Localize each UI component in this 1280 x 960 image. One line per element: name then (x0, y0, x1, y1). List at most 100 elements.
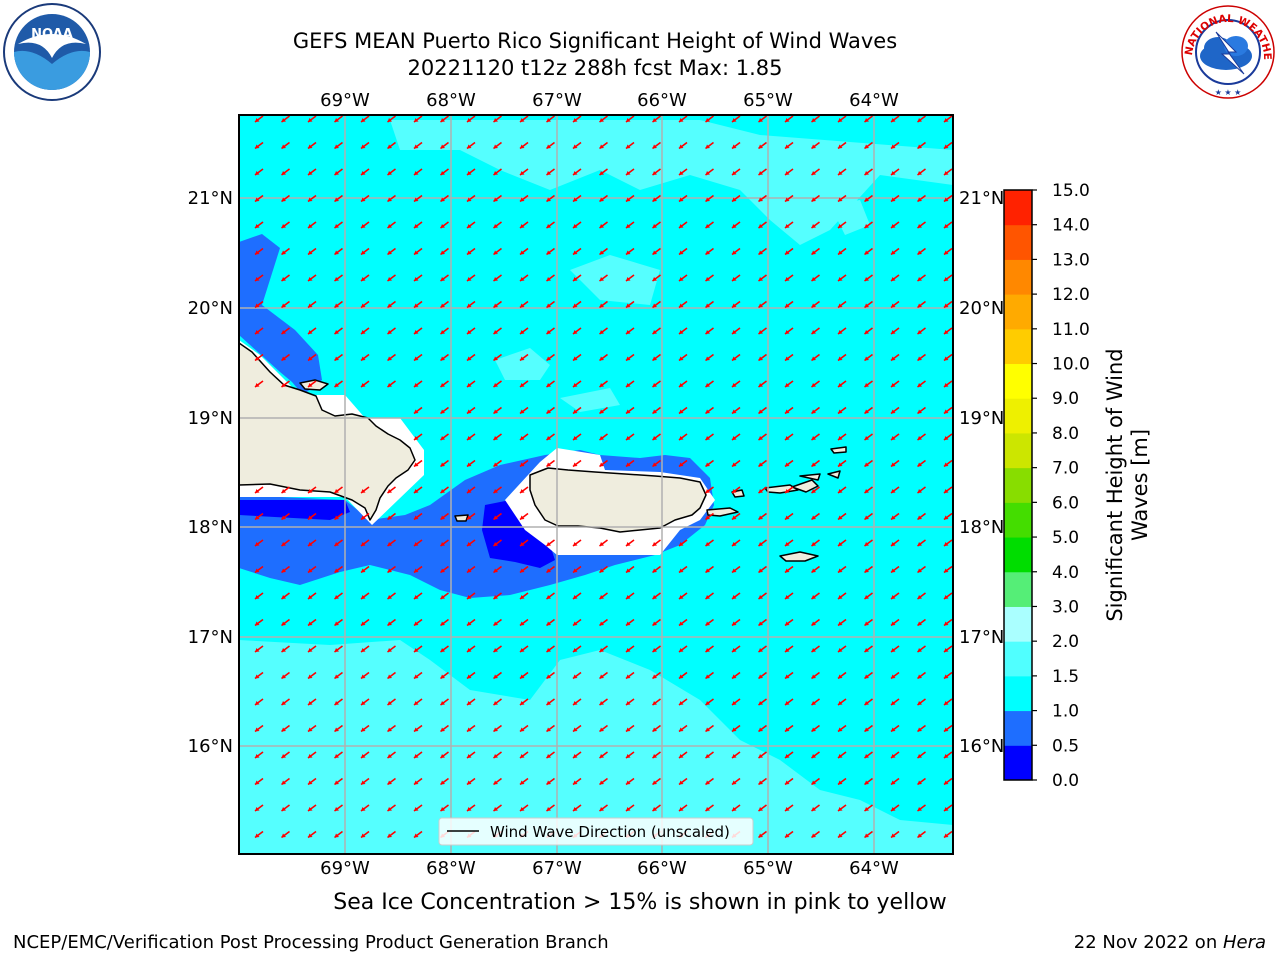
wave-direction-arrowhead (891, 674, 896, 679)
lon-labels-bottom: 69°W 68°W 67°W 66°W 65°W 64°W (320, 858, 899, 879)
wave-direction-arrowhead (944, 144, 949, 149)
wave-direction-arrowhead (440, 595, 445, 599)
wave-direction-arrowhead (414, 754, 419, 758)
wave-direction-arrowhead (811, 303, 816, 308)
wave-direction-arrowhead (864, 171, 869, 175)
wave-direction-arrowhead (440, 383, 445, 387)
colorbar-swatch (1004, 328, 1032, 365)
wave-direction-arrowhead (493, 197, 498, 202)
wave-direction-arrowhead (838, 250, 843, 255)
wave-direction-arrowhead (467, 807, 472, 811)
wave-direction-arrowhead (758, 674, 763, 679)
wave-direction-arrowhead (891, 701, 896, 705)
wave-direction-arrowhead (308, 621, 313, 626)
wave-direction-arrowhead (599, 330, 604, 334)
graticule (239, 115, 953, 854)
wave-direction-arrowhead (811, 436, 816, 440)
wave-direction-arrowhead (414, 330, 419, 334)
footer-host: Hera (1222, 932, 1266, 953)
wave-direction-arrowhead (758, 754, 763, 758)
wave-direction-arrowhead (334, 383, 339, 387)
lon-labels-top: 69°W 68°W 67°W 66°W 65°W 64°W (320, 90, 899, 111)
wave-direction-arrowhead (758, 409, 763, 414)
colorbar-swatch (1004, 224, 1032, 260)
wave-direction-arrowhead (361, 621, 366, 626)
wave-direction-arrowhead (917, 542, 922, 546)
wave-direction-arrowhead (599, 171, 604, 175)
wave-direction-arrowhead (652, 780, 657, 785)
wave-direction-arrowhead (811, 648, 816, 652)
wave-direction-arrowhead (308, 674, 313, 679)
wave-direction-arrowhead (626, 701, 631, 705)
wave-direction-arrowhead (599, 277, 604, 281)
wave-direction-arrowhead (917, 383, 922, 387)
wave-direction-arrowhead (944, 171, 949, 175)
wave-direction-arrowhead (573, 409, 578, 414)
wave-direction-arrowhead (838, 330, 843, 334)
wave-direction-arrowhead (573, 436, 578, 440)
wave-direction-arrowhead (811, 171, 816, 175)
wave-direction-arrowhead (255, 330, 260, 334)
wave-direction-arrowhead (785, 144, 790, 149)
wave-direction-arrowhead (440, 701, 445, 705)
wave-band-1.5-2.0 (239, 120, 953, 854)
wave-direction-arrowhead (705, 780, 710, 785)
colorbar-swatch (1004, 398, 1032, 434)
wave-direction-arrowhead (732, 674, 737, 679)
wave-direction-arrowhead (255, 224, 260, 228)
wave-direction-arrowhead (414, 118, 419, 122)
wave-direction-arrowhead (546, 807, 551, 811)
wave-direction-arrowhead (758, 383, 763, 387)
wave-direction-arrowhead (838, 595, 843, 599)
wave-direction-arrowhead (891, 648, 896, 652)
wave-direction-arrowhead (493, 303, 498, 308)
wave-direction-arrowhead (493, 807, 498, 811)
wave-direction-arrowhead (308, 330, 313, 334)
wave-direction-arrowhead (281, 383, 286, 387)
wave-direction-arrowhead (281, 356, 286, 361)
wave-direction-arrowhead (255, 833, 260, 838)
wave-direction-arrowhead (308, 489, 313, 493)
wave-direction-arrowhead (546, 277, 551, 281)
wave-direction-arrowhead (679, 780, 684, 785)
wave-direction-arrowhead (864, 303, 869, 308)
wave-direction-arrowhead (811, 118, 816, 122)
wave-direction-arrowhead (705, 144, 710, 149)
wave-direction-arrowhead (573, 621, 578, 626)
wave-direction-arrowhead (546, 568, 551, 573)
wave-direction-arrowhead (308, 780, 313, 785)
wave-direction-arrowhead (679, 250, 684, 255)
wave-direction-arrowhead (546, 674, 551, 679)
wave-direction-arrowhead (891, 489, 896, 493)
map-frame (238, 114, 954, 855)
wave-direction-arrowhead (917, 701, 922, 705)
wave-direction-arrowhead (705, 754, 710, 758)
wave-direction-arrowhead (758, 727, 763, 732)
wave-direction-arrowhead (440, 250, 445, 255)
wave-direction-arrowhead (414, 303, 419, 308)
wave-direction-arrowhead (838, 409, 843, 414)
wave-direction-arrowhead (732, 462, 737, 467)
wave-direction-arrowhead (493, 383, 498, 387)
wave-direction-arrowhead (944, 727, 949, 732)
wave-direction-arrowhead (732, 356, 737, 361)
wave-direction-arrowhead (864, 409, 869, 414)
wave-direction-arrowhead (546, 542, 551, 546)
wave-direction-arrowhead (811, 330, 816, 334)
wave-direction-arrowhead (864, 807, 869, 811)
wave-direction-arrowhead (652, 224, 657, 228)
wave-direction-arrowhead (679, 807, 684, 811)
colorbar-tick-label: 9.0 (1052, 389, 1079, 409)
wave-direction-arrowhead (493, 621, 498, 626)
wave-direction-arrowhead (944, 383, 949, 387)
wave-direction-arrowhead (652, 118, 657, 122)
wave-direction-arrowhead (785, 568, 790, 573)
wave-direction-arrowhead (308, 250, 313, 255)
wave-direction-arrowhead (387, 754, 392, 758)
wave-direction-arrowhead (705, 515, 710, 520)
wave-direction-arrowhead (493, 436, 498, 440)
wave-direction-arrowhead (811, 197, 816, 202)
wave-direction-arrowhead (493, 754, 498, 758)
wave-direction-arrowhead (679, 595, 684, 599)
wave-direction-arrowhead (255, 701, 260, 705)
